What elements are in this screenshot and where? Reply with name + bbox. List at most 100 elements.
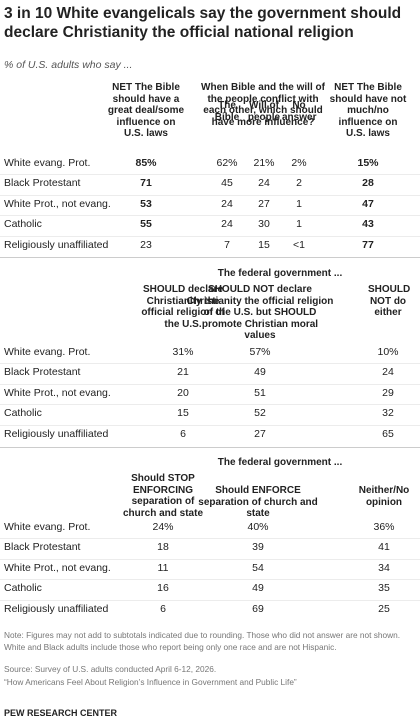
row-divider xyxy=(0,215,420,217)
column-header: No answer xyxy=(282,100,317,123)
cell: 15% xyxy=(357,157,379,169)
cell: 39 xyxy=(252,541,264,554)
cell: <1 xyxy=(293,238,305,251)
cell: 1 xyxy=(296,197,302,210)
cell: 20 xyxy=(177,386,189,399)
note: Note: Figures may not add to subtotals i… xyxy=(4,630,401,652)
cell: 47 xyxy=(362,197,374,210)
cell: 10% xyxy=(377,346,399,358)
column-header: SHOULD NOT declare Christianity the offi… xyxy=(186,284,334,341)
cell: 11 xyxy=(157,561,169,574)
cell: 51 xyxy=(254,386,266,399)
cell: 55 xyxy=(140,218,152,231)
source: Source: Survey of U.S. adults conducted … xyxy=(4,664,217,674)
cell: 41 xyxy=(378,541,390,554)
cell: 57% xyxy=(249,346,271,358)
table-heading: The federal government ... xyxy=(217,457,343,468)
column-header: SHOULD NOT do either xyxy=(368,284,411,318)
cell: 1 xyxy=(296,218,302,231)
cell: 31% xyxy=(172,346,194,358)
row-label: Catholic xyxy=(4,582,42,595)
row-label: Religiously unaffiliated xyxy=(4,602,109,615)
column-header: NET The Bible should have not much/no in… xyxy=(329,82,407,139)
row-label: Black Protestant xyxy=(4,541,81,554)
column-header: Will of people xyxy=(247,100,281,123)
row-label: White evang. Prot. xyxy=(4,346,91,358)
row-divider xyxy=(0,599,420,601)
cell: 6 xyxy=(180,427,186,440)
row-divider xyxy=(0,404,420,406)
cell: 28 xyxy=(362,177,374,190)
cell: 24 xyxy=(221,197,233,210)
row-label: Catholic xyxy=(4,218,42,231)
cell: 24 xyxy=(221,218,233,231)
row-divider xyxy=(0,194,420,196)
cell: 25 xyxy=(378,602,390,615)
cell: 15 xyxy=(177,407,189,420)
row-divider xyxy=(0,424,420,426)
subtitle: % of U.S. adults who say ... xyxy=(4,59,133,71)
cell: 49 xyxy=(254,366,266,379)
cell: 32 xyxy=(382,407,394,420)
cell: 34 xyxy=(378,561,390,574)
cell: 40% xyxy=(247,521,269,533)
row-label: White Prot., not evang. xyxy=(4,197,111,210)
cell: 21% xyxy=(253,157,275,169)
cell: 29 xyxy=(382,386,394,399)
cell: 43 xyxy=(362,218,374,231)
table-heading: The federal government ... xyxy=(217,268,343,279)
cell: 30 xyxy=(258,218,270,231)
cell: 7 xyxy=(224,238,230,251)
title: 3 in 10 White evangelicals say the gover… xyxy=(4,5,402,41)
row-label: Catholic xyxy=(4,407,42,420)
column-header: SHOULD declare Christianity the official… xyxy=(141,284,225,330)
row-divider xyxy=(0,383,420,385)
row-divider xyxy=(0,558,420,560)
row-label: Religiously unaffiliated xyxy=(4,238,109,251)
row-label: White Prot., not evang. xyxy=(4,386,111,399)
column-header: NET The Bible should have a great deal/s… xyxy=(107,82,185,139)
cell: 69 xyxy=(252,602,264,615)
cell: 27 xyxy=(254,427,266,440)
cell: 21 xyxy=(177,366,189,379)
cell: 6 xyxy=(160,602,166,615)
row-label: Black Protestant xyxy=(4,177,81,190)
column-header: The Bible xyxy=(214,100,240,123)
cell: 45 xyxy=(221,177,233,190)
row-divider xyxy=(0,579,420,581)
column-header: Should ENFORCE separation of church and … xyxy=(198,485,318,519)
row-label: White evang. Prot. xyxy=(4,521,91,533)
cell: 54 xyxy=(252,561,264,574)
cell: 2 xyxy=(296,177,302,190)
cell: 71 xyxy=(140,177,152,190)
separator xyxy=(0,257,420,258)
cell: 77 xyxy=(362,238,374,251)
cell: 52 xyxy=(254,407,266,420)
cell: 2% xyxy=(291,157,307,169)
cell: 36% xyxy=(373,521,395,533)
cell: 15 xyxy=(258,238,270,251)
cell: 35 xyxy=(378,582,390,595)
row-divider xyxy=(0,363,420,365)
row-label: White evang. Prot. xyxy=(4,157,91,169)
row-label: White Prot., not evang. xyxy=(4,561,111,574)
cell: 85% xyxy=(135,157,157,169)
row-label: Religiously unaffiliated xyxy=(4,427,109,440)
cell: 23 xyxy=(140,238,152,251)
separator xyxy=(0,447,420,448)
cell: 65 xyxy=(382,427,394,440)
cell: 24 xyxy=(258,177,270,190)
row-divider xyxy=(0,538,420,540)
footer: PEW RESEARCH CENTER xyxy=(4,708,118,718)
cell: 16 xyxy=(157,582,169,595)
cell: 24% xyxy=(152,521,174,533)
row-divider xyxy=(0,174,420,176)
report: “How Americans Feel About Religion’s Inf… xyxy=(4,677,297,687)
cell: 62% xyxy=(216,157,238,169)
cell: 18 xyxy=(157,541,169,554)
cell: 27 xyxy=(258,197,270,210)
row-divider xyxy=(0,235,420,237)
cell: 24 xyxy=(382,366,394,379)
row-label: Black Protestant xyxy=(4,366,81,379)
